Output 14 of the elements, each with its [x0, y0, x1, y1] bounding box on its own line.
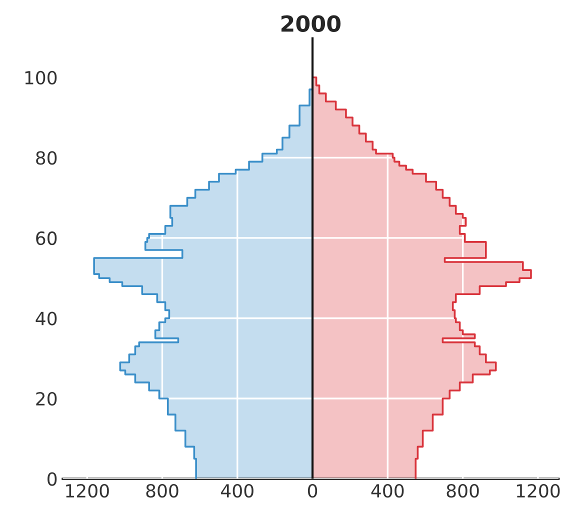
x-tick-label: 0 [308, 484, 318, 498]
y-tick-label: 80 [36, 151, 57, 165]
x-tick-label: 800 [446, 484, 479, 498]
y-tick-label: 0 [48, 472, 57, 486]
x-tick-label: 1200 [66, 484, 109, 498]
y-tick-label: 40 [36, 312, 57, 326]
x-tick-label: 1200 [516, 484, 560, 498]
x-tick-label: 400 [221, 484, 254, 498]
y-tick-label: 60 [36, 231, 57, 246]
y-tick-label: 20 [36, 392, 57, 406]
chart-title: 2000 [281, 15, 341, 32]
x-tick-label: 800 [146, 484, 178, 498]
y-tick-label: 100 [25, 70, 57, 84]
x-tick-label: 400 [371, 484, 404, 498]
